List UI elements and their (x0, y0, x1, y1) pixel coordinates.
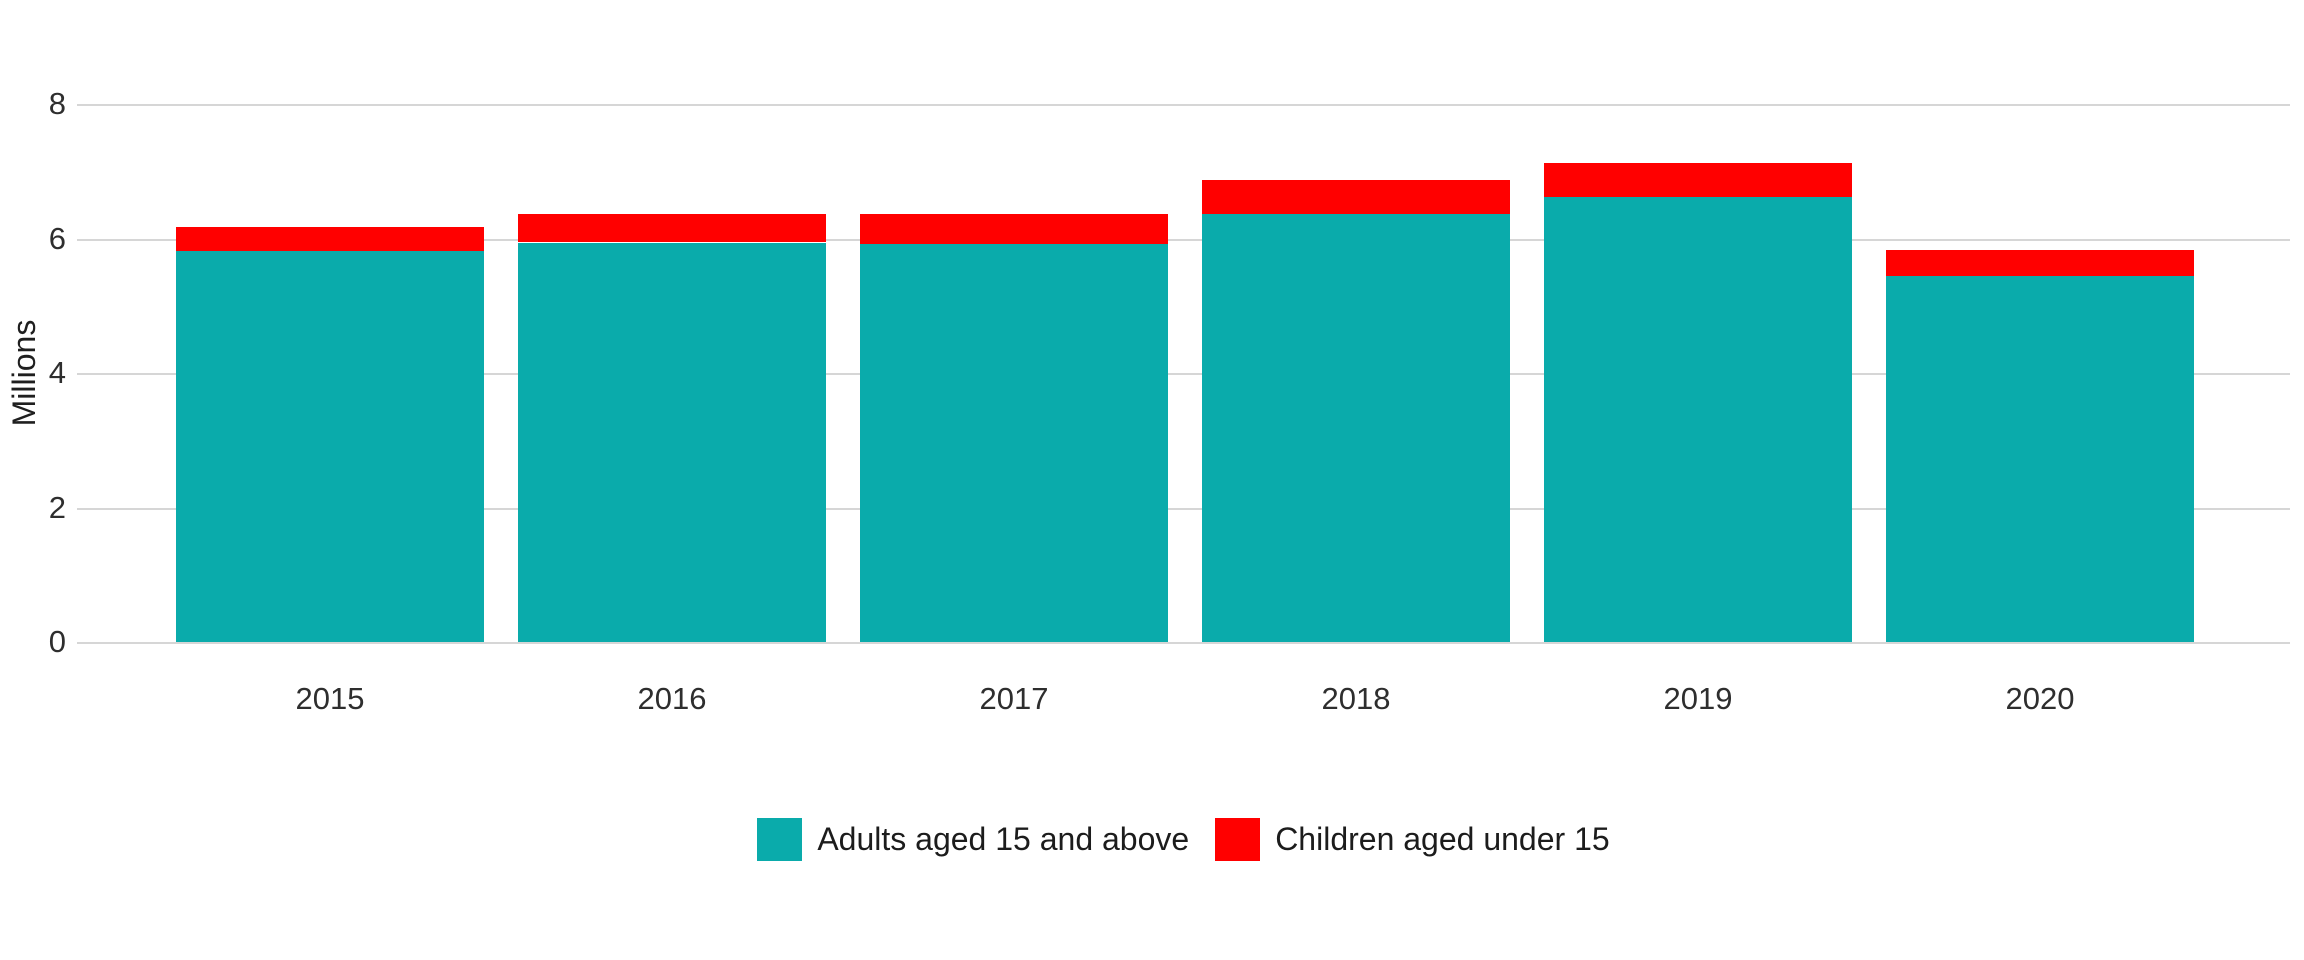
x-tick-label: 2019 (1663, 681, 1733, 716)
legend-item-children[interactable]: Children aged under 15 (1215, 818, 1610, 861)
x-tick-label: 2017 (979, 681, 1049, 716)
y-tick-label: 6 (48, 220, 66, 256)
bar-segment-adults-2015[interactable] (176, 251, 484, 642)
y-tick-label: 0 (48, 624, 66, 659)
x-tick-label: 2015 (295, 681, 365, 716)
bar-segment-adults-2019[interactable] (1544, 197, 1852, 642)
bar-segment-children-2016[interactable] (518, 214, 826, 242)
gridline-y-0 (77, 642, 2290, 644)
bar-segment-adults-2020[interactable] (1886, 276, 2194, 642)
gridline-y-8 (77, 104, 2290, 106)
adults-legend-swatch (757, 818, 803, 861)
gridline-y-6 (77, 238, 2290, 241)
gridline-y-4 (77, 373, 2290, 375)
bar-segment-adults-2017[interactable] (860, 243, 1168, 642)
bar-segment-children-2018[interactable] (1202, 180, 1510, 214)
x-tick-label: 2018 (1321, 681, 1391, 716)
y-tick-label: 8 (48, 86, 66, 121)
gridline-y-2 (77, 507, 2290, 510)
legend-item-adults[interactable]: Adults aged 15 and above (757, 818, 1189, 861)
bar-segment-children-2019[interactable] (1544, 163, 1852, 197)
x-tick-label: 2020 (2005, 681, 2075, 716)
x-tick-label: 2016 (637, 681, 707, 716)
y-tick-label: 4 (48, 355, 66, 390)
children-legend-swatch (1215, 818, 1261, 861)
y-tick-label: 2 (48, 489, 66, 525)
bar-segment-children-2020[interactable] (1886, 250, 2194, 276)
legend-label: Adults aged 15 and above (817, 821, 1190, 857)
legend: Adults aged 15 and above Children aged un… (77, 818, 2290, 861)
legend-label: Children aged under 15 (1275, 821, 1610, 857)
bar-segment-adults-2016[interactable] (518, 243, 826, 642)
bar-segment-children-2017[interactable] (860, 214, 1168, 244)
bar-segment-children-2015[interactable] (176, 227, 484, 251)
bar-segment-adults-2018[interactable] (1202, 214, 1510, 642)
